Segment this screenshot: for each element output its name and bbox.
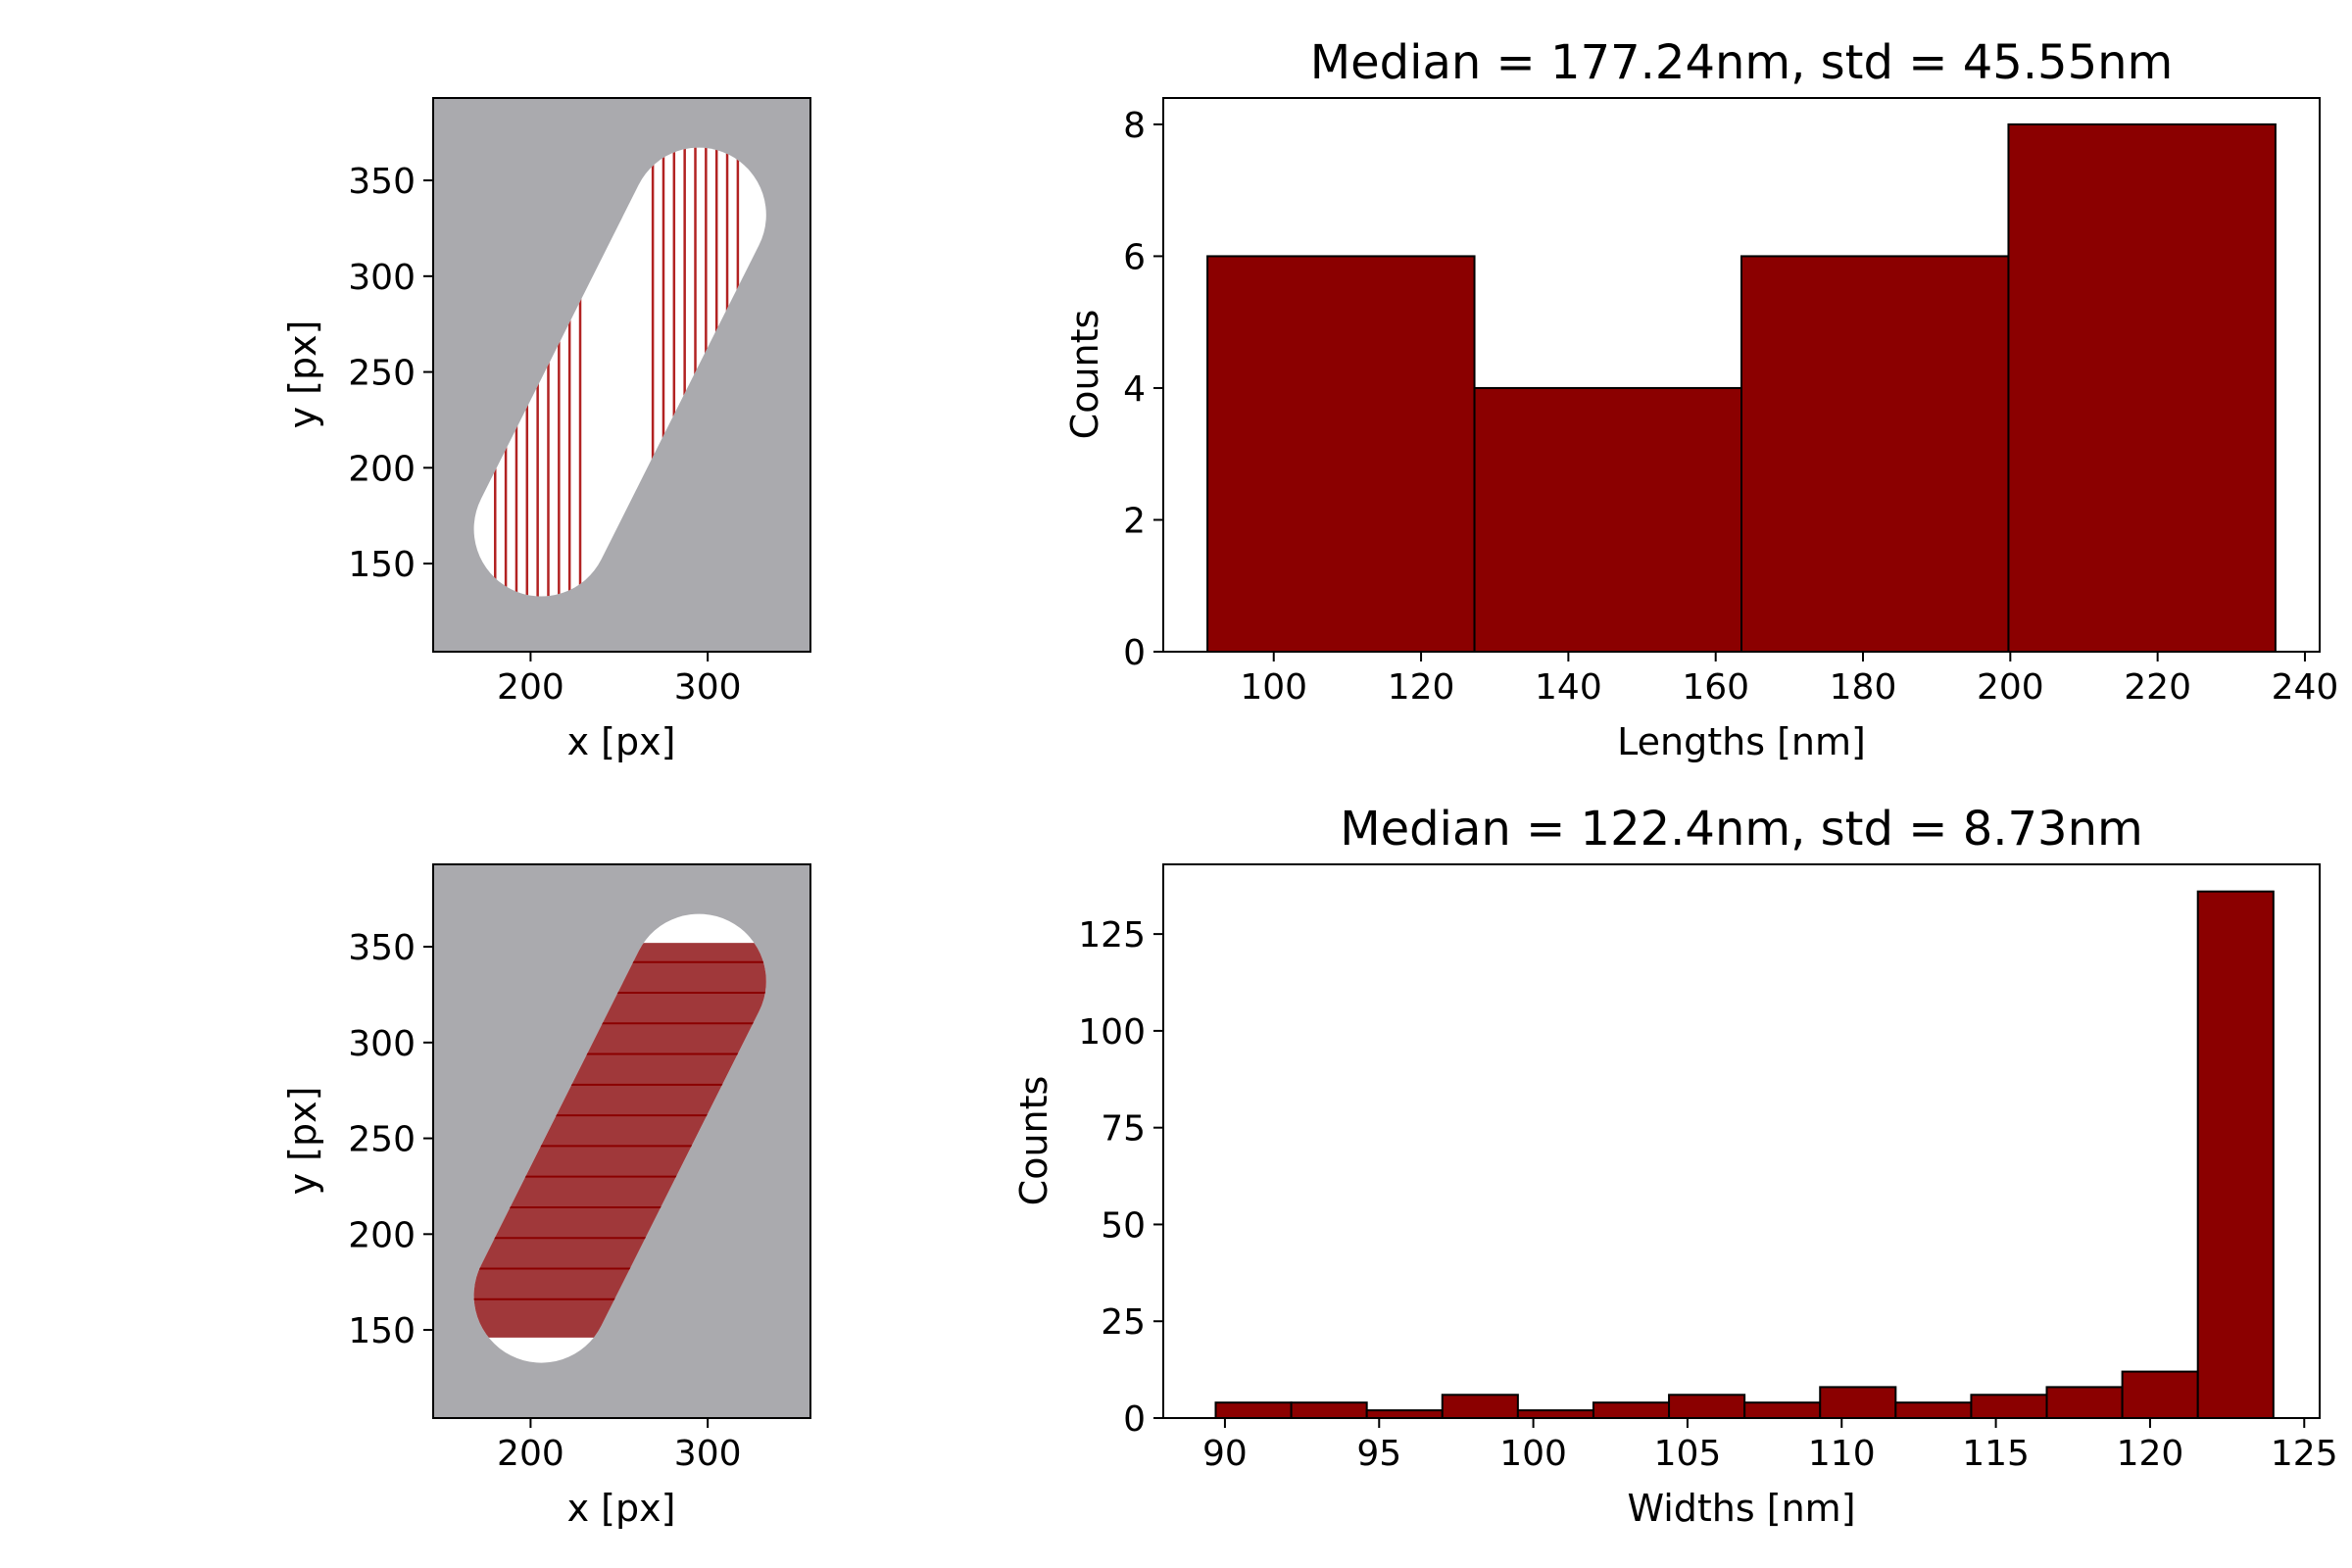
histogram-bar [1214, 1401, 1293, 1419]
x-tick-label: 95 [1356, 1434, 1401, 1474]
histogram-bar [1894, 1401, 1973, 1419]
histogram-bar [1592, 1401, 1671, 1419]
x-tick-label: 90 [1202, 1434, 1248, 1474]
y-tick-label: 350 [348, 162, 416, 202]
histogram-lengths: Median = 177.24nm, std = 45.55nm 100 120 1… [1063, 35, 2338, 763]
x-tick-label: 120 [1388, 667, 1455, 708]
y-tick-label: 200 [348, 449, 416, 489]
x-tick-label: 300 [674, 1434, 742, 1474]
bars [1206, 122, 2277, 653]
histogram-bar [1473, 386, 1742, 653]
y-ticks: 150 200 250 300 350 [348, 162, 433, 585]
axes-frame [432, 97, 811, 653]
x-ticks: 100 120 140 160 180 200 220 240 [1240, 652, 2338, 708]
histogram-bar [2121, 1370, 2199, 1419]
y-axis-label: y [px] [281, 1087, 324, 1196]
x-tick-label: 240 [2272, 667, 2339, 708]
chart-title: Median = 122.4nm, std = 8.73nm [1340, 802, 2143, 857]
y-axis-label: Counts [1063, 310, 1106, 440]
x-ticks: 90 95 100 105 110 115 120 125 [1202, 1418, 2338, 1474]
chart-title: Median = 177.24nm, std = 45.55nm [1310, 35, 2174, 90]
histogram-bar [1743, 1401, 1822, 1419]
y-tick-label: 8 [1123, 106, 1146, 146]
x-tick-label: 200 [1977, 667, 2044, 708]
y-tick-label: 300 [348, 1024, 416, 1064]
y-tick-label: 50 [1101, 1205, 1146, 1246]
y-tick-label: 2 [1123, 501, 1146, 541]
histogram-bar [1740, 255, 2010, 653]
image-panel-top: 200 300 150 200 250 300 350 x [px] y [px] [281, 97, 811, 763]
y-tick-label: 125 [1078, 915, 1146, 956]
y-axis-label: Counts [1012, 1076, 1055, 1206]
y-tick-label: 100 [1078, 1012, 1146, 1053]
histogram-bar [2007, 122, 2277, 653]
x-tick-label: 180 [1830, 667, 1897, 708]
histogram-widths: Median = 122.4nm, std = 8.73nm 90 95 100 10… [1012, 802, 2338, 1530]
x-tick-label: 125 [2271, 1434, 2338, 1474]
x-tick-label: 200 [497, 1434, 564, 1474]
x-ticks: 200 300 [497, 652, 742, 708]
histogram-bar [1668, 1394, 1746, 1419]
x-tick-label: 105 [1654, 1434, 1722, 1474]
y-tick-label: 300 [348, 258, 416, 298]
axes-frame [1162, 97, 2321, 653]
histogram-bar [2045, 1386, 2124, 1419]
x-tick-label: 120 [2117, 1434, 2184, 1474]
x-ticks: 200 300 [497, 1418, 742, 1474]
histogram-bar [1516, 1409, 1594, 1419]
y-tick-label: 150 [348, 545, 416, 585]
x-axis-label: x [px] [567, 720, 676, 763]
axes-frame [1162, 863, 2321, 1419]
x-tick-label: 100 [1240, 667, 1307, 708]
y-ticks: 0 25 50 75 100 125 [1078, 915, 1163, 1440]
x-axis-label: Widths [nm] [1627, 1487, 1855, 1530]
y-tick-label: 150 [348, 1311, 416, 1351]
y-axis-label: y [px] [281, 320, 324, 429]
x-tick-label: 115 [1962, 1434, 2030, 1474]
y-ticks: 0 2 4 6 8 [1123, 106, 1163, 673]
x-axis-label: Lengths [nm] [1617, 720, 1866, 763]
y-tick-label: 200 [348, 1215, 416, 1255]
x-axis-label: x [px] [567, 1487, 676, 1530]
histogram-bar [1970, 1394, 2048, 1419]
histogram-bar [1290, 1401, 1368, 1419]
histogram-bar [1441, 1394, 1519, 1419]
x-tick-label: 200 [497, 667, 564, 708]
y-tick-label: 4 [1123, 369, 1146, 410]
y-tick-label: 75 [1101, 1109, 1146, 1150]
x-tick-label: 160 [1682, 667, 1749, 708]
axes-frame [432, 863, 811, 1419]
x-tick-label: 220 [2124, 667, 2191, 708]
y-tick-label: 250 [348, 1120, 416, 1160]
x-tick-label: 110 [1808, 1434, 1876, 1474]
y-tick-label: 0 [1123, 1399, 1146, 1440]
y-tick-label: 25 [1101, 1302, 1146, 1343]
y-tick-label: 0 [1123, 633, 1146, 673]
x-tick-label: 100 [1499, 1434, 1567, 1474]
histogram-bar [1819, 1386, 1897, 1419]
x-tick-label: 140 [1535, 667, 1602, 708]
y-tick-label: 350 [348, 928, 416, 968]
x-tick-label: 300 [674, 667, 742, 708]
y-tick-label: 250 [348, 354, 416, 394]
histogram-bar [2196, 890, 2275, 1419]
capsule-shape [473, 147, 766, 597]
histogram-bar [1206, 255, 1476, 653]
y-ticks: 150 200 250 300 350 [348, 928, 433, 1351]
y-tick-label: 6 [1123, 237, 1146, 277]
histogram-bar [1365, 1409, 1444, 1419]
image-panel-bottom: 200 300 150 200 250 300 350 x [px] y [px] [281, 863, 811, 1530]
bars [1214, 890, 2275, 1419]
